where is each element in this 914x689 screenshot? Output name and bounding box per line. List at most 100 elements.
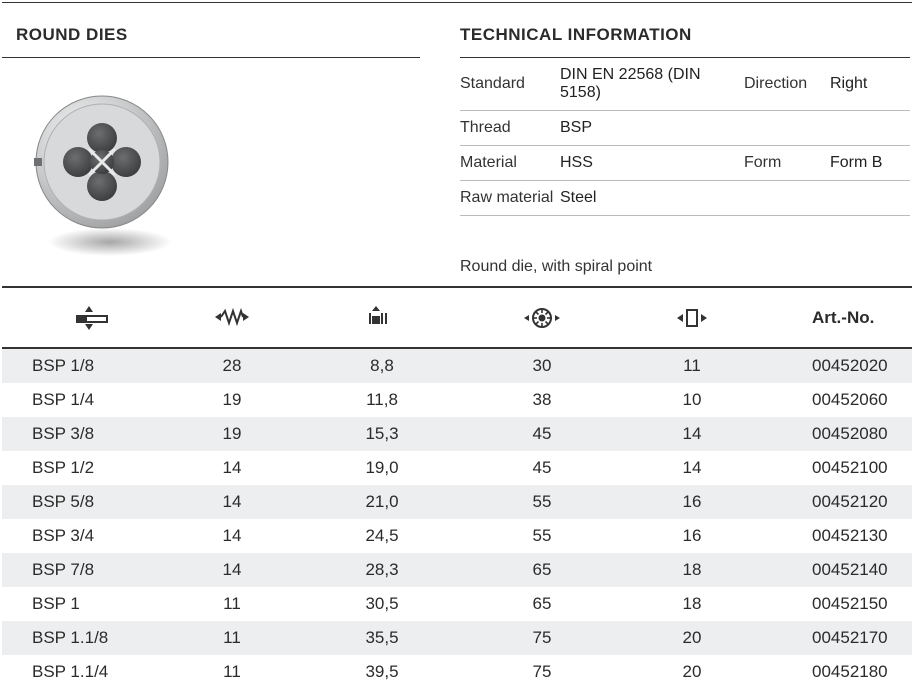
cell-tpi: 14 [162,451,302,485]
cell-tpi: 19 [162,383,302,417]
cell-thickness: 14 [622,451,762,485]
cell-tpi: 11 [162,655,302,689]
die-description: Round die, with spiral point [460,216,910,276]
cell-diameter: 30,5 [302,587,462,621]
cell-tpi: 19 [162,417,302,451]
cell-size: BSP 3/4 [2,519,162,553]
cell-size: BSP 1.1/4 [2,655,162,689]
tech-info-heading: TECHNICAL INFORMATION [460,25,910,57]
cell-artno: 00452100 [762,451,912,485]
cell-thickness: 11 [622,348,762,383]
tech-label: Form [744,146,830,181]
cell-size: BSP 1 [2,587,162,621]
col-outer-dia-icon [462,288,622,348]
cell-outer-dia: 65 [462,553,622,587]
table-row: BSP 1/8288,8301100452020 [2,348,912,383]
round-dies-heading: ROUND DIES [2,25,420,58]
cell-size: BSP 3/8 [2,417,162,451]
tech-value: Form B [830,146,910,181]
tech-value [830,111,910,146]
tech-label: Thread [460,111,560,146]
cell-thickness: 14 [622,417,762,451]
tech-info-table: StandardDIN EN 22568 (DIN 5158)Direction… [460,57,910,216]
tech-label: Standard [460,58,560,111]
table-row: BSP 7/81428,3651800452140 [2,553,912,587]
col-artno-header: Art.-No. [762,288,912,348]
cell-diameter: 35,5 [302,621,462,655]
table-row: BSP 11130,5651800452150 [2,587,912,621]
col-diameter-icon [302,288,462,348]
dimensions-table: Art.-No. BSP 1/8288,8301100452020BSP 1/4… [2,288,912,689]
cell-thickness: 18 [622,553,762,587]
tech-row: StandardDIN EN 22568 (DIN 5158)Direction… [460,58,910,111]
cell-size: BSP 7/8 [2,553,162,587]
cell-artno: 00452020 [762,348,912,383]
cell-diameter: 21,0 [302,485,462,519]
table-row: BSP 5/81421,0551600452120 [2,485,912,519]
cell-diameter: 24,5 [302,519,462,553]
cell-tpi: 14 [162,485,302,519]
col-size-icon [2,288,162,348]
cell-tpi: 14 [162,519,302,553]
data-table-wrap: Art.-No. BSP 1/8288,8301100452020BSP 1/4… [2,286,912,689]
tech-label [744,181,830,216]
cell-thickness: 16 [622,519,762,553]
col-pitch-icon [162,288,302,348]
cell-outer-dia: 65 [462,587,622,621]
tech-value: DIN EN 22568 (DIN 5158) [560,58,744,111]
tech-row: ThreadBSP [460,111,910,146]
cell-outer-dia: 30 [462,348,622,383]
tech-label: Raw material [460,181,560,216]
tech-label [744,111,830,146]
right-column: TECHNICAL INFORMATION StandardDIN EN 225… [460,25,912,276]
tech-value: BSP [560,111,744,146]
cell-outer-dia: 45 [462,451,622,485]
table-header-row: Art.-No. [2,288,912,348]
cell-thickness: 10 [622,383,762,417]
cell-tpi: 11 [162,587,302,621]
cell-thickness: 20 [622,655,762,689]
cell-diameter: 15,3 [302,417,462,451]
tech-row: Raw materialSteel [460,181,910,216]
table-row: BSP 1/21419,0451400452100 [2,451,912,485]
cell-diameter: 39,5 [302,655,462,689]
die-illustration-wrap [2,58,420,262]
cell-outer-dia: 38 [462,383,622,417]
tech-label: Material [460,146,560,181]
cell-artno: 00452170 [762,621,912,655]
cell-thickness: 18 [622,587,762,621]
table-row: BSP 1.1/81135,5752000452170 [2,621,912,655]
tech-value [830,181,910,216]
cell-outer-dia: 75 [462,655,622,689]
cell-outer-dia: 75 [462,621,622,655]
round-die-image [22,82,192,262]
cell-outer-dia: 55 [462,485,622,519]
cell-size: BSP 1/8 [2,348,162,383]
cell-outer-dia: 45 [462,417,622,451]
cell-artno: 00452180 [762,655,912,689]
tech-value: HSS [560,146,744,181]
cell-diameter: 8,8 [302,348,462,383]
cell-tpi: 14 [162,553,302,587]
tech-value: Right [830,58,910,111]
table-row: BSP 1/41911,8381000452060 [2,383,912,417]
header-row: ROUND DIES [2,3,912,276]
cell-artno: 00452060 [762,383,912,417]
cell-thickness: 20 [622,621,762,655]
cell-diameter: 11,8 [302,383,462,417]
tech-row: MaterialHSSFormForm B [460,146,910,181]
cell-size: BSP 1/4 [2,383,162,417]
cell-outer-dia: 55 [462,519,622,553]
cell-diameter: 28,3 [302,553,462,587]
cell-artno: 00452140 [762,553,912,587]
cell-artno: 00452080 [762,417,912,451]
cell-thickness: 16 [622,485,762,519]
col-thickness-icon [622,288,762,348]
cell-artno: 00452130 [762,519,912,553]
left-column: ROUND DIES [2,25,420,276]
cell-size: BSP 1.1/8 [2,621,162,655]
table-row: BSP 1.1/41139,5752000452180 [2,655,912,689]
table-row: BSP 3/81915,3451400452080 [2,417,912,451]
tech-label: Direction [744,58,830,111]
tech-value: Steel [560,181,744,216]
